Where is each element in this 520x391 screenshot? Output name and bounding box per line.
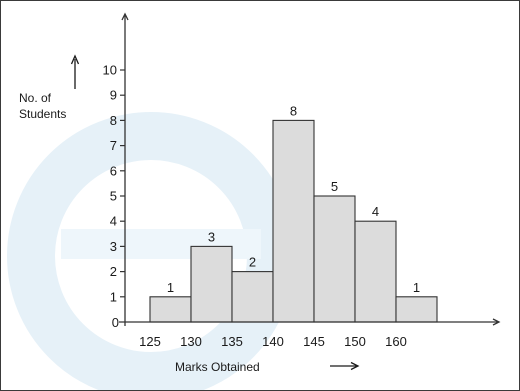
x-tick-label: 150 (344, 334, 366, 349)
x-tick-label: 130 (180, 334, 202, 349)
x-tick-label: 140 (262, 334, 284, 349)
x-tick-label: 125 (139, 334, 161, 349)
y-tick-label: 8 (110, 113, 117, 128)
y-tick-label: 4 (110, 214, 117, 229)
x-axis-arrowhead (492, 318, 501, 326)
bar-value-label: 8 (290, 103, 297, 118)
histogram-bar (231, 271, 274, 323)
bar-value-label: 1 (413, 280, 420, 295)
bar-value-label: 4 (372, 204, 379, 219)
x-tick-label: 135 (221, 334, 243, 349)
y-axis-title-line-1: No. of (19, 91, 52, 105)
y-tick-label: 3 (110, 239, 117, 254)
y-tick-label: 9 (110, 88, 117, 103)
histogram-bar (313, 195, 356, 323)
x-axis-title-arrowhead (350, 361, 360, 371)
bar-value-label: 1 (167, 280, 174, 295)
y-tick-label: 10 (103, 63, 117, 78)
x-tick-label: 145 (303, 334, 325, 349)
x-axis-title-text: Marks Obtained (175, 360, 260, 374)
y-axis-title: No. of Students (19, 54, 80, 121)
histogram-bar (354, 220, 397, 323)
y-tick-label: 5 (110, 189, 117, 204)
bar-value-label: 2 (249, 255, 256, 270)
origin-label: 0 (112, 315, 119, 330)
histogram-bar (149, 296, 192, 323)
y-tick-label: 2 (110, 264, 117, 279)
y-tick-label: 6 (110, 163, 117, 178)
bar-value-label: 3 (208, 229, 215, 244)
y-axis-title-arrowhead (70, 54, 80, 65)
x-tick-label: 160 (385, 334, 407, 349)
histogram-bar (190, 245, 233, 323)
histogram-bar (272, 119, 315, 323)
y-axis-arrowhead (121, 12, 129, 21)
histogram-bar (395, 296, 438, 323)
y-tick-label: 1 (110, 289, 117, 304)
bar-value-label: 5 (331, 179, 338, 194)
y-axis-title-line-2: Students (19, 107, 66, 121)
y-tick-label: 7 (110, 138, 117, 153)
x-axis-title: Marks Obtained (175, 360, 360, 374)
